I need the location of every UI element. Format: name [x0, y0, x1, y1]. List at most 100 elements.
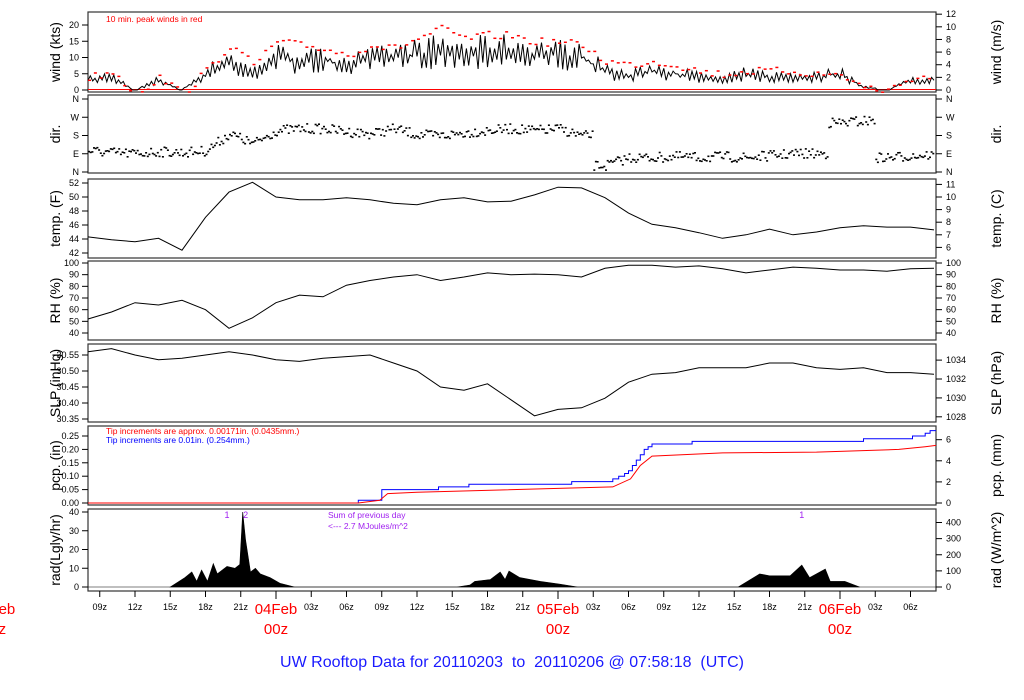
direction-point	[443, 136, 446, 139]
direction-point	[759, 159, 762, 161]
direction-point	[774, 154, 777, 156]
direction-point	[798, 154, 800, 157]
direction-point	[529, 128, 532, 131]
direction-point	[116, 150, 119, 153]
y-right-tick-label: 100	[946, 566, 961, 576]
y-tick-label: 20	[69, 20, 79, 30]
direction-point	[799, 148, 802, 151]
direction-point	[927, 158, 930, 160]
direction-point	[704, 159, 706, 161]
direction-point	[601, 166, 604, 169]
direction-point	[185, 152, 188, 155]
direction-point	[128, 150, 131, 152]
direction-point	[578, 133, 581, 135]
direction-point	[165, 147, 168, 149]
direction-point	[331, 124, 334, 126]
direction-point	[848, 119, 851, 122]
direction-point	[838, 118, 841, 120]
direction-point	[220, 140, 223, 143]
direction-point	[662, 161, 665, 163]
direction-point	[336, 132, 339, 134]
direction-point	[472, 135, 475, 138]
direction-point	[111, 148, 114, 151]
direction-point	[319, 132, 322, 135]
direction-point	[532, 127, 535, 130]
direction-point	[929, 156, 931, 159]
direction-point	[390, 128, 393, 131]
direction-point	[930, 151, 933, 153]
direction-point	[603, 165, 606, 168]
y-tick-label: S	[73, 131, 79, 141]
direction-point	[788, 152, 790, 155]
y-tick-label: 0.25	[61, 431, 79, 441]
direction-point	[490, 132, 493, 134]
direction-point	[722, 157, 725, 160]
direction-point	[354, 134, 357, 136]
direction-point	[497, 124, 500, 126]
direction-point	[641, 156, 644, 159]
direction-point	[653, 160, 656, 162]
direction-point	[568, 134, 571, 137]
direction-point	[312, 132, 315, 135]
x-tick-label: 06z	[621, 602, 636, 612]
y-right-tick-label: 12	[946, 9, 956, 19]
y-right-axis-title: pcp. (mm)	[988, 434, 1004, 497]
direction-point	[754, 156, 757, 158]
direction-point	[818, 154, 821, 156]
direction-point	[876, 161, 879, 164]
x-tick-label: 15z	[163, 602, 178, 612]
direction-point	[464, 135, 466, 138]
direction-point	[544, 132, 547, 134]
direction-point	[569, 132, 572, 134]
direction-point	[316, 124, 319, 127]
direction-point	[124, 148, 127, 151]
direction-point	[395, 131, 398, 134]
y-tick-label: N	[73, 167, 80, 177]
direction-point	[507, 132, 510, 135]
direction-point	[537, 128, 540, 131]
x-tick-label: 06z	[339, 602, 354, 612]
x-tick-label: 09z	[92, 602, 107, 612]
direction-point	[269, 137, 272, 140]
direction-point	[339, 128, 342, 130]
direction-point	[385, 130, 388, 132]
direction-point	[665, 158, 668, 161]
direction-point	[673, 156, 676, 158]
precip-note: Tip increments are 0.01in. (0.254mm.)	[106, 435, 250, 445]
direction-point	[645, 153, 648, 156]
direction-point	[628, 153, 631, 155]
direction-point	[166, 149, 169, 151]
direction-point	[647, 156, 649, 158]
direction-point	[182, 155, 184, 157]
y-right-tick-label: 2	[946, 477, 951, 487]
x-tick-label: 18z	[480, 602, 495, 612]
direction-point	[227, 138, 230, 141]
direction-point	[346, 132, 349, 134]
direction-point	[282, 125, 285, 127]
direction-point	[365, 131, 367, 134]
y-right-axis-title: wind (m/s)	[988, 20, 1004, 86]
direction-point	[514, 128, 517, 131]
direction-point	[381, 128, 384, 131]
y-axis-title: RH (%)	[47, 278, 63, 324]
y-right-axis-title: SLP (hPa)	[988, 351, 1004, 415]
direction-point	[494, 131, 497, 133]
radiation-area	[169, 511, 860, 588]
direction-point	[156, 151, 159, 154]
y-right-tick-label: N	[946, 167, 953, 177]
direction-point	[306, 123, 309, 125]
direction-point	[668, 155, 671, 157]
direction-point	[289, 125, 292, 127]
date-label: 05Feb	[537, 601, 580, 618]
direction-point	[709, 160, 712, 163]
y-right-tick-label: 9	[946, 205, 951, 215]
y-right-axis-title: temp. (C)	[988, 189, 1004, 247]
direction-point	[600, 166, 602, 169]
direction-point	[323, 125, 325, 128]
direction-point	[301, 126, 304, 128]
direction-point	[271, 137, 273, 139]
direction-point	[398, 126, 401, 128]
direction-point	[808, 150, 811, 152]
direction-point	[351, 136, 354, 139]
